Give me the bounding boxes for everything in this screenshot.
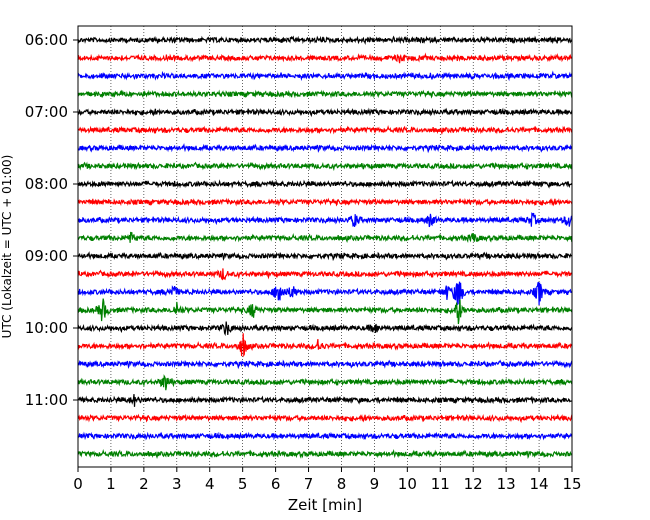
x-axis-label: Zeit [min]: [288, 496, 362, 514]
trace-0645: [77, 89, 573, 99]
trace-1000: [77, 321, 573, 337]
x-tick-label: 0: [73, 475, 83, 493]
x-tick-label: 6: [271, 475, 281, 493]
trace-0830: [77, 212, 573, 228]
trace-0715: [77, 124, 573, 136]
axes-frame: [77, 25, 573, 468]
trace-1145: [77, 448, 573, 460]
x-tick-label: 11: [431, 475, 450, 493]
y-tick-label: 09:00: [25, 247, 68, 265]
trace-1030: [77, 359, 573, 370]
trace-0730: [77, 143, 573, 154]
trace-0745: [77, 161, 573, 172]
y-tick-label: 10:00: [25, 319, 68, 337]
trace-1045: [77, 374, 573, 391]
trace-0845: [77, 231, 573, 244]
y-tick-label: 11:00: [25, 391, 68, 409]
x-tick-label: 12: [464, 475, 483, 493]
x-tick-label: 1: [106, 475, 116, 493]
trace-1115: [77, 413, 573, 424]
trace-0915: [77, 268, 573, 281]
x-tick-label: 14: [530, 475, 549, 493]
x-tick-label: 2: [139, 475, 149, 493]
trace-0700: [77, 107, 573, 118]
x-tick-label: 10: [398, 475, 417, 493]
y-tick-label: 07:00: [25, 103, 68, 121]
x-tick-label: 4: [205, 475, 215, 493]
y-tick-label: 08:00: [25, 175, 68, 193]
y-tick-label: 06:00: [25, 31, 68, 49]
x-tick-label: 5: [238, 475, 248, 493]
trace-0615: [77, 52, 573, 64]
plot-area: [78, 26, 572, 467]
x-tick-label: 7: [304, 475, 314, 493]
trace-0800: [77, 179, 573, 189]
trace-1015: [77, 333, 573, 358]
trace-1100: [77, 394, 573, 407]
trace-0815: [77, 197, 573, 207]
trace-1130: [77, 431, 573, 441]
x-axis-ticks: 0 1 2 3 4 5 6 7 8 9 10 11 12 13 14 15: [73, 467, 582, 493]
x-tick-label: 15: [562, 475, 581, 493]
x-tick-label: 13: [497, 475, 516, 493]
x-tick-label: 9: [370, 475, 380, 493]
x-tick-label: 3: [172, 475, 182, 493]
x-tick-label: 8: [337, 475, 347, 493]
trace-0930: [77, 281, 573, 306]
trace-0900: [77, 251, 573, 262]
traces: [77, 35, 573, 460]
trace-0600: [77, 35, 573, 45]
trace-0945: [77, 298, 573, 325]
y-axis-label: UTC (Lokalzeit = UTC + 01:00): [0, 155, 14, 339]
y-axis-ticks: 06:00 07:00 08:00 09:00 10:00 11:00: [25, 31, 78, 409]
trace-0630: [77, 70, 573, 82]
